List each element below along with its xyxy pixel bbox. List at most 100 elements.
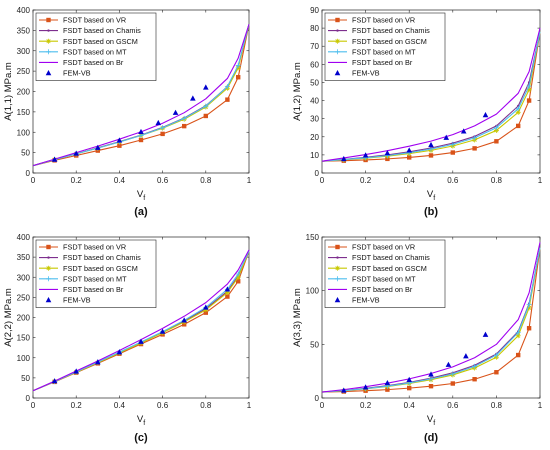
subplot-caption: (b) [424, 206, 438, 218]
fem-vb-point [159, 328, 166, 334]
legend-marker [45, 70, 52, 76]
legend-marker [335, 38, 340, 44]
series-marker [160, 125, 166, 131]
series-marker [526, 83, 532, 89]
legend-marker [46, 38, 51, 44]
legend-label: FSDT based on MT [352, 47, 416, 56]
y-axis-label: A(1,2) MPa.m [292, 62, 303, 121]
series-marker [493, 352, 499, 358]
y-tick-label: 30 [310, 115, 319, 124]
series-marker [236, 279, 241, 284]
fem-vb-point [51, 156, 58, 162]
fem-vb-point [181, 317, 187, 323]
legend-marker [336, 256, 339, 259]
y-tick-label: 0 [26, 394, 31, 403]
series-marker [428, 153, 434, 158]
series-fsdt-based-on-vr [321, 31, 541, 163]
x-tick-label: 1 [247, 401, 252, 410]
series-marker [224, 84, 230, 90]
series-marker [450, 141, 456, 147]
series-marker [407, 385, 412, 391]
series-marker [407, 155, 412, 160]
legend-entry: FSDT based on GSCM [328, 264, 427, 273]
series-marker [203, 103, 209, 109]
legend-label: FSDT based on Chamis [63, 253, 141, 262]
legend-label: FSDT based on GSCM [352, 37, 427, 46]
fem-vb-point [73, 368, 79, 374]
x-tick-label: 0 [31, 176, 36, 185]
legend-label: FSDT based on Chamis [63, 26, 141, 35]
fem-vb-point [116, 349, 123, 355]
fem-vb-point [384, 379, 391, 386]
x-tick-label: 0.8 [491, 176, 503, 185]
x-tick-label: 0.8 [200, 401, 212, 410]
legend-entry: FSDT based on VR [39, 16, 126, 25]
series-marker [235, 274, 241, 280]
x-tick-label: 0.2 [360, 401, 372, 410]
series-marker [493, 127, 499, 133]
x-tick-label: 0.6 [447, 176, 459, 185]
legend-entry: FSDT based on Br [39, 58, 124, 67]
legend-marker [47, 256, 50, 259]
series-marker [472, 377, 477, 382]
x-tick-label: 0.6 [447, 401, 459, 410]
y-tick-label: 200 [17, 88, 31, 97]
y-tick-label: 0 [26, 169, 31, 178]
legend-label: FEM-VB [63, 296, 91, 305]
x-tick-label: 0 [320, 401, 325, 410]
fem-vb-point [384, 150, 391, 156]
series-marker [450, 381, 455, 386]
subplot-caption: (d) [424, 432, 438, 444]
series-marker [203, 113, 208, 119]
series-marker [225, 97, 230, 102]
series-marker [138, 137, 144, 143]
legend-label: FSDT based on GSCM [63, 264, 138, 273]
series-line [321, 247, 541, 393]
x-axis-label: Vf [137, 189, 145, 202]
fem-vb-point [362, 152, 369, 158]
subplot-d: 0 0.2 0.4 0.6 0.8 1 0 50 100 150 Vf A(3,3) MPa.m FSD… [292, 233, 543, 444]
legend-entry: FEM-VB [45, 69, 91, 78]
series-marker [224, 290, 230, 296]
series-marker [428, 146, 434, 152]
fem-vb-point [95, 359, 101, 365]
x-tick-label: 0.8 [491, 401, 503, 410]
series-line [32, 24, 250, 167]
series-marker [428, 383, 434, 389]
y-tick-label: 150 [17, 334, 31, 343]
legend-entry: FSDT based on Chamis [39, 26, 141, 35]
x-tick-label: 1 [538, 401, 543, 410]
legend-label: FEM-VB [63, 69, 91, 78]
legend-marker [336, 29, 339, 32]
series-marker [526, 326, 532, 331]
fem-vb-point [362, 384, 369, 390]
fem-vb-point [460, 128, 467, 134]
legend-entry: FSDT based on Br [328, 58, 413, 67]
legend-entry: FSDT based on MT [328, 274, 416, 283]
legend-marker [46, 49, 51, 55]
y-tick-label: 20 [310, 133, 319, 142]
series-fsdt-based-on-br [32, 249, 250, 392]
y-tick-label: 70 [310, 42, 319, 51]
series-marker [160, 131, 165, 137]
y-tick-label: 300 [17, 47, 31, 56]
legend-box [35, 239, 157, 308]
series-marker [235, 62, 241, 68]
legend-label: FSDT based on Br [352, 58, 413, 67]
y-axis-label: A(2,2) MPa.m [3, 288, 14, 347]
legend-marker [46, 244, 51, 250]
series-marker [182, 123, 187, 129]
legend-label: FSDT based on VR [63, 243, 126, 252]
y-tick-label: 350 [17, 26, 31, 35]
legend-box [324, 12, 446, 81]
legend-entry: FEM-VB [334, 69, 380, 78]
legend-marker [334, 297, 341, 303]
series-marker [385, 387, 390, 392]
legend-marker [335, 49, 340, 55]
fem-vb-point [73, 150, 79, 156]
y-tick-label: 60 [310, 60, 319, 69]
y-tick-label: 10 [310, 151, 319, 160]
legend-label: FSDT based on Br [352, 285, 413, 294]
series-marker [494, 139, 499, 144]
